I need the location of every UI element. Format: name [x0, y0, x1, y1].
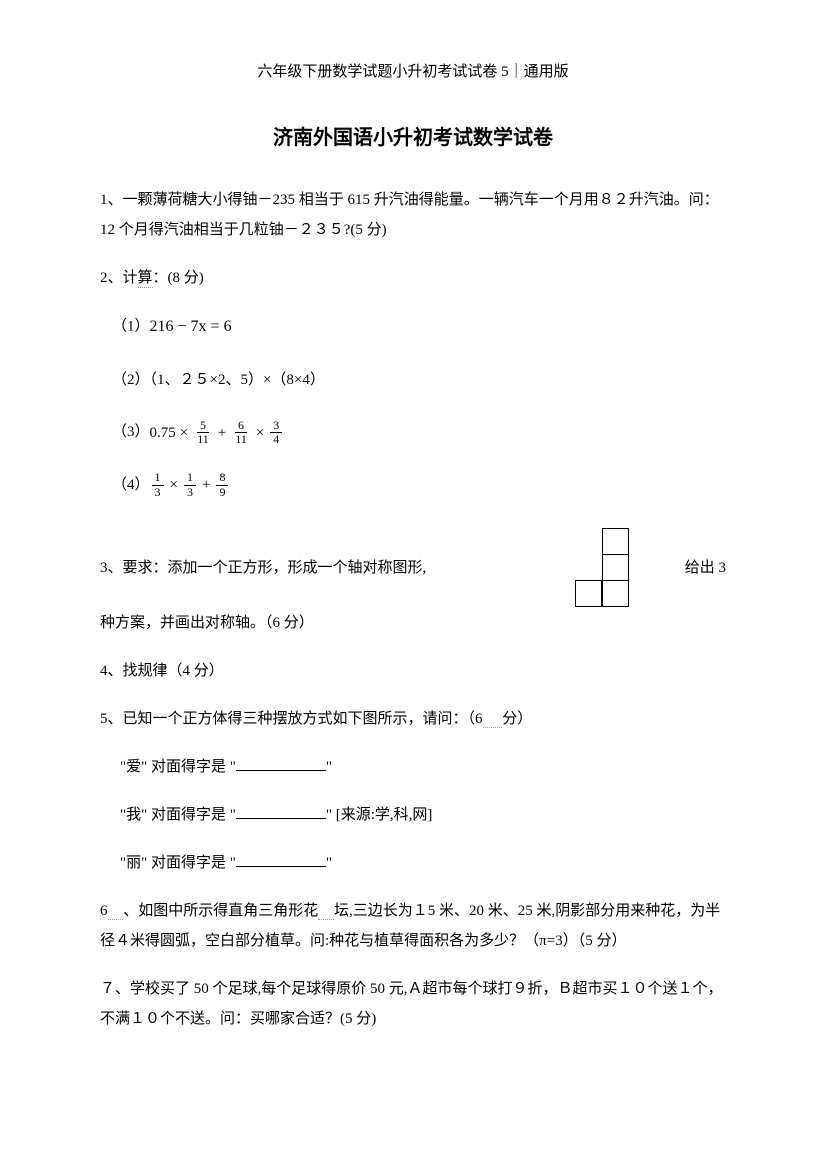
q5-dotted — [483, 711, 503, 728]
q6-dotted2 — [318, 903, 334, 920]
fraction-3-4: 34 — [270, 419, 282, 446]
q2-4-math: 13 × 13 + 89 — [150, 470, 231, 500]
blank-field[interactable] — [236, 756, 326, 771]
question-5-blank1: "爱" 对面得字是 " " — [120, 752, 726, 782]
l-shape-figure — [575, 528, 655, 608]
question-3: 3、要求：添加一个正方形，形成一个轴对称图形, 给出 3 种方案，并画出对称轴。… — [100, 528, 726, 638]
question-6: 6 、如图中所示得直角三角形花 坛,三边长为１5 米、20 米、25 米,阴影部… — [100, 896, 726, 956]
q5-b1-a: "爱" 对面得字是 " — [120, 759, 236, 775]
question-2-4: （4） 13 × 13 + 89 — [112, 470, 726, 501]
q5-main-b: 分） — [502, 711, 532, 727]
q3-line1-a: 3、要求：添加一个正方形，形成一个轴对称图形, — [100, 560, 426, 576]
square-cell — [602, 580, 629, 607]
question-4: 4、找规律（4 分） — [100, 656, 726, 686]
q2-1-prefix: （1） — [112, 318, 150, 334]
q2-3-prefix: （3） — [112, 424, 150, 440]
question-7: ７、学校买了 50 个足球,每个足球得原价 50 元,Ａ超市每个球打９折，Ｂ超市… — [100, 974, 726, 1034]
question-5-blank3: "丽" 对面得字是 " " — [120, 848, 726, 878]
fraction-5-11: 511 — [194, 419, 212, 446]
q3-line2: 种方案，并画出对称轴。（6 分） — [100, 608, 726, 638]
q2-1-math: 216 − 7x = 6 — [150, 311, 232, 343]
fraction-1-3b: 13 — [184, 471, 196, 498]
q2-label: 2、计 — [100, 270, 138, 286]
q2-3-val: 0.75 — [150, 418, 176, 448]
q5-b2-a: "我" 对面得字是 " — [120, 807, 236, 823]
q2-4-prefix: （4） — [112, 477, 150, 493]
q2-after: ：(8 分) — [153, 270, 204, 286]
q3-line1-b: 给出 3 — [685, 560, 726, 576]
question-2-3: （3） 0.75 × 511 + 611 × 34 — [112, 417, 726, 448]
fraction-8-9: 89 — [216, 471, 228, 498]
square-cell — [602, 528, 629, 555]
question-5-blank2: "我" 对面得字是 " " [来源:学,科,网] — [120, 800, 726, 830]
blank-field[interactable] — [236, 852, 326, 867]
q5-b2-b: " [来源:学,科,网] — [326, 807, 433, 823]
exam-title: 济南外国语小升初考试数学试卷 — [100, 121, 726, 150]
blank-field[interactable] — [236, 804, 326, 819]
q6-dotted1 — [108, 903, 124, 920]
q5-b1-b: " — [326, 759, 332, 775]
q5-b3-a: "丽" 对面得字是 " — [120, 855, 236, 871]
q6-prefix: 6 — [100, 903, 108, 919]
question-2-1: （1）216 − 7x = 6 — [112, 311, 726, 343]
q5-main-a: 5、已知一个正方体得三种摆放方式如下图所示，请问：（6 — [100, 711, 483, 727]
question-5: 5、已知一个正方体得三种摆放方式如下图所示，请问：（6 分） — [100, 704, 726, 734]
page-header: 六年级下册数学试题小升初考试试卷 5｜通用版 — [100, 60, 726, 81]
question-2-2: （2）（1、２５×2、5）×（8×4） — [112, 365, 726, 395]
fraction-6-11: 611 — [232, 419, 250, 446]
question-1: 1、一颗薄荷糖大小得铀－235 相当于 615 升汽油得能量。一辆汽车一个月用８… — [100, 185, 726, 245]
q6-text-a: 、如图中所示得直角三角形花 — [123, 903, 318, 919]
q2-3-math: 0.75 × 511 + 611 × 34 — [150, 418, 285, 448]
q5-b3-b: " — [326, 855, 332, 871]
question-2: 2、计算：(8 分) — [100, 263, 726, 293]
fraction-1-3a: 13 — [152, 471, 164, 498]
q2-underlined-char: 算 — [138, 270, 153, 288]
square-cell — [602, 554, 629, 581]
square-cell — [575, 580, 602, 607]
